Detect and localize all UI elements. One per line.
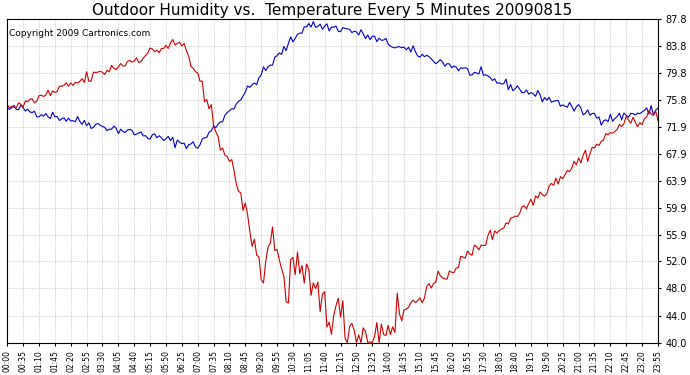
Text: Copyright 2009 Cartronics.com: Copyright 2009 Cartronics.com: [8, 28, 150, 38]
Title: Outdoor Humidity vs.  Temperature Every 5 Minutes 20090815: Outdoor Humidity vs. Temperature Every 5…: [92, 3, 573, 18]
